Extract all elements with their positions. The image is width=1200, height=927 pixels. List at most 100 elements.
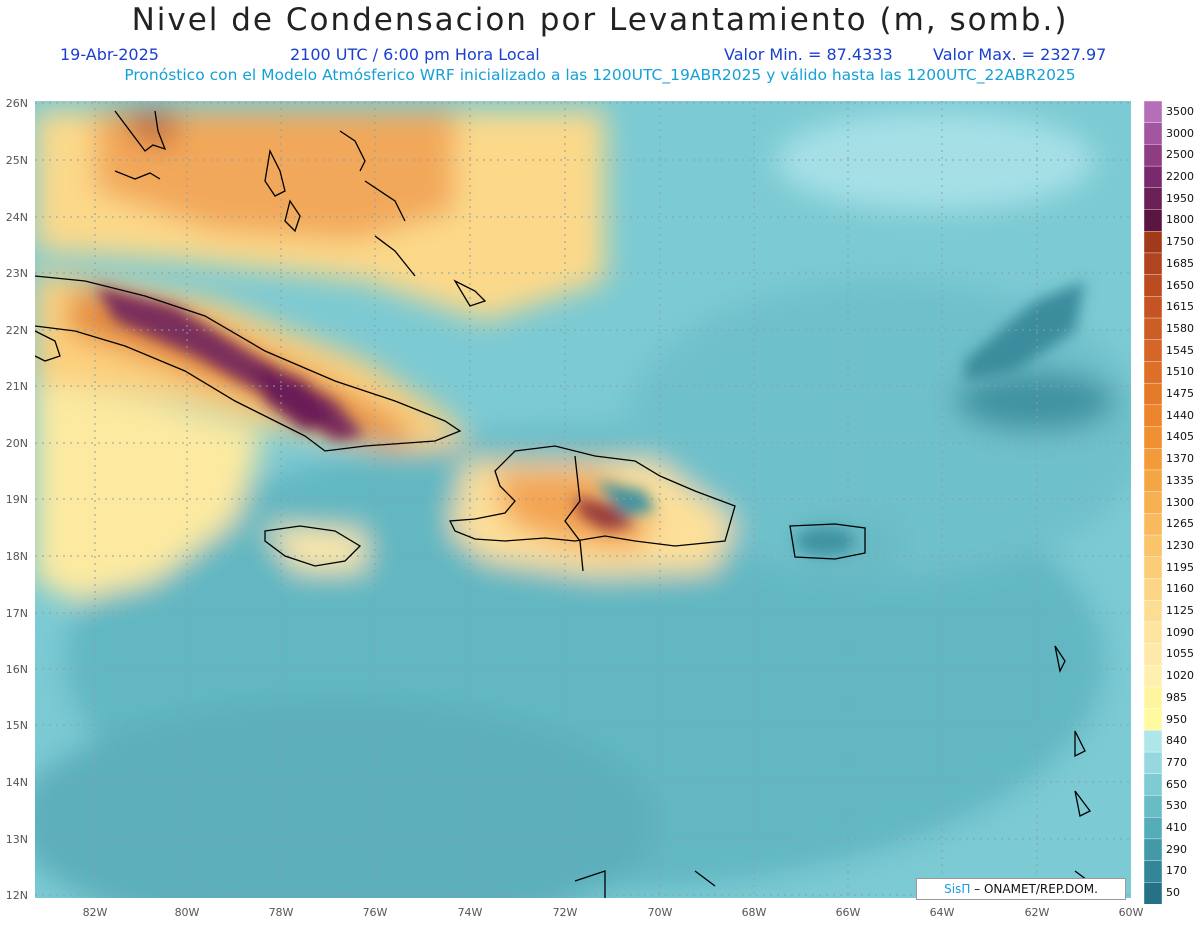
lat-label: 20N (5, 437, 28, 450)
colorbar-label: 770 (1166, 755, 1187, 769)
colorbar-label: 290 (1166, 842, 1187, 856)
map-title: Nivel de Condensacion por Levantamiento … (131, 2, 1069, 38)
lat-label: 21N (5, 380, 28, 393)
colorbar-label: 1300 (1166, 495, 1194, 509)
lat-label: 12N (5, 889, 28, 902)
colorbar-label: 410 (1166, 821, 1187, 834)
colorbar-swatch (1144, 491, 1162, 515)
colorbar-swatch (1144, 860, 1162, 883)
colorbar-swatch (1144, 751, 1162, 775)
colorbar-label: 1090 (1166, 625, 1194, 639)
lat-label: 18N (5, 550, 28, 563)
lon-label: 70W (647, 906, 673, 919)
min-value: Valor Min. = 87.4333 (724, 45, 893, 64)
colorbar-swatch (1144, 534, 1162, 558)
lat-label: 13N (5, 833, 28, 846)
colorbar-label: 1545 (1166, 343, 1194, 357)
colorbar-label: 50 (1166, 886, 1180, 900)
colorbar-swatch (1144, 296, 1162, 319)
max-value: Valor Max. = 2327.97 (933, 45, 1107, 64)
credit-box: SisΠ – ONAMET/REP.DOM. (916, 878, 1126, 900)
lat-label: 22N (5, 324, 28, 337)
colorbar-label: 1125 (1166, 604, 1194, 617)
lat-label: 24N (5, 211, 28, 224)
colorbar-label: 170 (1166, 864, 1187, 878)
colorbar-swatch (1144, 101, 1162, 124)
colorbar-swatch (1144, 274, 1162, 298)
colorbar-swatch (1144, 730, 1162, 753)
colorbar-label: 1370 (1166, 452, 1194, 466)
credit-org: – ONAMET/REP.DOM. (974, 882, 1098, 896)
lon-label: 60W (1118, 906, 1144, 919)
lat-label: 15N (5, 719, 28, 732)
lat-label: 25N (5, 154, 28, 167)
colorbar-label: 1750 (1166, 235, 1194, 249)
sispi-logo-text: SisΠ (944, 882, 971, 896)
lat-label: 23N (5, 267, 28, 280)
colorbar-swatch (1144, 621, 1162, 645)
colorbar-swatch (1144, 231, 1162, 254)
colorbar-swatch (1144, 795, 1162, 818)
lon-label: 80W (174, 906, 200, 919)
colorbar-label: 1475 (1166, 387, 1194, 400)
lon-label: 76W (362, 906, 388, 919)
colorbar-swatch (1144, 578, 1162, 601)
colorbar-swatch (1144, 144, 1162, 167)
lon-label: 72W (552, 906, 578, 919)
colorbar-label: 1335 (1166, 473, 1194, 487)
colorbar-swatch (1144, 556, 1162, 580)
colorbar-label: 3500 (1166, 104, 1194, 118)
lat-label: 26N (5, 97, 28, 110)
colorbar-swatch (1144, 882, 1162, 904)
colorbar-swatch (1144, 426, 1162, 449)
colorbar-swatch (1144, 513, 1162, 536)
lon-label: 82W (82, 906, 108, 919)
lon-label: 62W (1024, 906, 1050, 919)
colorbar-swatch (1144, 448, 1162, 471)
lon-label: 68W (741, 906, 767, 919)
lat-label: 16N (5, 663, 28, 676)
colorbar-label: 1265 (1166, 517, 1194, 531)
colorbar-label: 1650 (1166, 278, 1194, 292)
lon-label: 78W (268, 906, 294, 919)
colorbar-swatch (1144, 317, 1162, 341)
forecast-description: Pronóstico con el Modelo Atmósferico WRF… (124, 66, 1076, 84)
colorbar-label: 1615 (1166, 300, 1194, 314)
colorbar-swatch (1144, 165, 1162, 189)
colorbar-label: 1685 (1166, 256, 1194, 270)
colorbar (1144, 101, 1162, 904)
colorbar-swatch (1144, 708, 1162, 732)
colorbar-swatch (1144, 599, 1162, 623)
colorbar-swatch (1144, 816, 1162, 840)
field-shading (35, 111, 1131, 898)
colorbar-swatch (1144, 773, 1162, 797)
lat-label: 19N (5, 493, 28, 506)
colorbar-swatch (1144, 187, 1162, 211)
lon-label: 74W (457, 906, 483, 919)
colorbar-label: 840 (1166, 734, 1187, 748)
colorbar-swatch (1144, 643, 1162, 666)
colorbar-label: 2500 (1166, 148, 1194, 162)
colorbar-label: 3000 (1166, 126, 1194, 140)
colorbar-label: 2200 (1166, 170, 1194, 183)
colorbar-swatch (1144, 665, 1162, 688)
colorbar-label: 1405 (1166, 430, 1194, 444)
colorbar-label: 1580 (1166, 321, 1194, 335)
colorbar-label: 1020 (1166, 669, 1194, 683)
colorbar-label: 1950 (1166, 191, 1194, 205)
colorbar-swatch (1144, 469, 1162, 493)
colorbar-label: 1160 (1166, 582, 1194, 596)
colorbar-label: 1195 (1166, 560, 1194, 574)
lon-label: 64W (929, 906, 955, 919)
colorbar-swatch (1144, 686, 1162, 710)
grid-lines (35, 101, 1131, 898)
condensation-level-map (35, 101, 1131, 898)
colorbar-label: 650 (1166, 777, 1187, 791)
colorbar-label: 1800 (1166, 213, 1194, 227)
colorbar-label: 1510 (1166, 365, 1194, 379)
colorbar-label: 1440 (1166, 408, 1194, 422)
colorbar-swatch (1144, 838, 1162, 862)
colorbar-swatch (1144, 339, 1162, 363)
forecast-time: 2100 UTC / 6:00 pm Hora Local (290, 45, 540, 64)
colorbar-swatch (1144, 209, 1162, 232)
